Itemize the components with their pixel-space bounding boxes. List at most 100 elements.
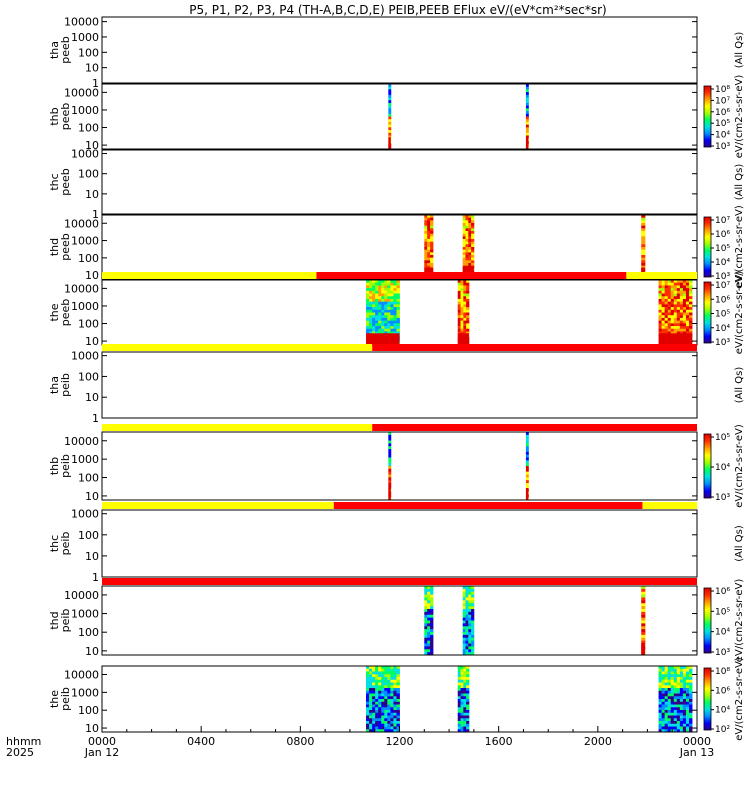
spectrogram-cell (387, 726, 391, 730)
spectrogram-cell (471, 637, 475, 642)
spectrogram-cell (664, 288, 669, 292)
spectrogram-cell (676, 326, 681, 330)
spectrogram-cell (667, 699, 672, 703)
spectrogram-cell (685, 320, 690, 324)
spectrogram-cell (641, 603, 646, 607)
spectrogram-cell (424, 217, 428, 221)
spectrogram-cell (372, 668, 376, 672)
colorbar-tick-label: 10⁴ (715, 463, 730, 473)
spectrogram-segment (424, 586, 434, 656)
spectrogram-cell (685, 707, 690, 711)
spectrogram-cell (465, 215, 469, 219)
spectrogram-cell (427, 640, 431, 644)
probe-label: the (48, 690, 61, 708)
spectrogram-cell (396, 301, 400, 305)
spectrogram-cell (424, 236, 428, 240)
spectrogram-cell (427, 252, 431, 256)
spectrogram-cell (685, 298, 690, 303)
spectrogram-cell (468, 241, 472, 245)
spectrogram-cell (670, 690, 675, 694)
spectrogram-cell (463, 674, 467, 678)
spectrogram-cell (462, 626, 466, 630)
spectrogram-cell (641, 244, 646, 248)
spectrogram-cell (427, 620, 431, 624)
spectrogram-cell (372, 674, 376, 678)
spectrogram-cell (462, 591, 466, 596)
spectrogram-cell (679, 323, 684, 327)
spectrogram-cell (390, 315, 394, 319)
y-tick-label: 10 (85, 722, 99, 735)
spectrogram-cell (685, 288, 690, 292)
spectrogram-cell (670, 288, 675, 292)
spectrogram-cell (641, 594, 646, 598)
spectrogram-cell (424, 252, 428, 256)
spectrogram-cell (682, 280, 687, 284)
y-axis-label: thcpeib (48, 532, 72, 556)
spectrogram-cell (471, 640, 475, 644)
spectrogram-cell (685, 679, 690, 683)
spectrogram-cell (667, 729, 672, 733)
spectrogram-cell (676, 685, 681, 689)
spectrogram-cell (387, 312, 391, 316)
spectrogram-cell (466, 288, 470, 292)
spectrogram-cell (375, 718, 379, 722)
spectrogram-cell (457, 688, 461, 692)
spectrogram-cell (381, 326, 385, 330)
spectrogram-cell (689, 696, 693, 700)
spectrogram-cell (390, 668, 394, 672)
spectrogram-cell (466, 668, 470, 672)
y-axis-label: thepeeb (48, 299, 72, 327)
spectrogram-cell (661, 685, 666, 689)
spectrogram-segment (658, 666, 693, 733)
spectrogram-cell (471, 252, 475, 256)
spectrogram-cell (393, 704, 397, 708)
spectrogram-cell (661, 293, 666, 297)
spectrogram-cell (463, 710, 467, 714)
spectrogram-cell (366, 688, 370, 692)
spectrogram-cell (685, 729, 690, 733)
y-axis-label: thcpeeb (48, 168, 72, 196)
spectrogram-cell (525, 440, 529, 444)
spectrogram-cell (430, 244, 434, 248)
spectrogram-cell (689, 726, 693, 730)
spectrogram-cell (463, 320, 467, 324)
spectrogram-cell (679, 317, 684, 322)
spectrogram-cell (471, 623, 475, 627)
spectrogram-cell (682, 712, 687, 716)
spectrogram-cell (689, 674, 693, 678)
spectrogram-cell (462, 600, 466, 604)
spectrogram-cell (679, 666, 684, 670)
spectrogram-cell (427, 586, 431, 590)
spectrogram-cell (427, 614, 431, 619)
spectrogram-cell (384, 715, 388, 719)
spectrogram-cell (396, 712, 400, 716)
spectrogram-cell (685, 699, 690, 703)
spectrogram-cell (667, 282, 672, 286)
mode-bar-slow (642, 502, 697, 509)
spectrogram-cell (381, 312, 385, 316)
spectrogram-cell (387, 666, 391, 670)
y-axis-label: thapeeb (48, 36, 72, 64)
probe-label: thb (48, 107, 61, 125)
spectrogram-cell (388, 130, 392, 134)
spectrogram-cell (463, 701, 467, 705)
spectrogram-cell (468, 600, 472, 604)
spectrogram-cell (658, 721, 663, 725)
y-tick-label: 100 (78, 168, 99, 181)
spectrogram-cell (462, 637, 466, 642)
spectrogram-cell (466, 715, 470, 719)
spectrogram-cell (430, 215, 434, 219)
spectrogram-cell (661, 726, 666, 730)
spectrogram-cell (525, 454, 529, 458)
spectrogram-cell (424, 241, 428, 245)
spectrogram-cell (387, 668, 391, 672)
x-tick-label: 1200 (386, 735, 414, 748)
spectrogram-cell (375, 320, 379, 324)
spectrogram-cell (658, 328, 663, 332)
spectrogram-cell (463, 707, 467, 711)
spectrogram-cell (457, 701, 461, 705)
spectrogram-cell (372, 671, 376, 675)
spectrogram-cell (682, 296, 687, 300)
spectrogram-cell (396, 326, 400, 330)
spectrogram-cell (463, 285, 467, 289)
